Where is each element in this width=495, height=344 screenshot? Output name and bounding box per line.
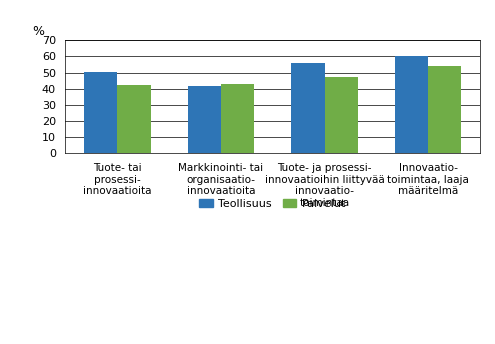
- Text: %: %: [32, 25, 45, 38]
- Bar: [325, 77, 357, 153]
- Bar: [292, 63, 325, 153]
- Bar: [395, 56, 428, 153]
- Bar: [117, 85, 150, 153]
- Bar: [221, 84, 254, 153]
- Bar: [188, 86, 221, 153]
- Bar: [428, 66, 461, 153]
- Legend: Teollisuus, Palvelut: Teollisuus, Palvelut: [195, 195, 350, 214]
- Bar: [84, 72, 117, 153]
